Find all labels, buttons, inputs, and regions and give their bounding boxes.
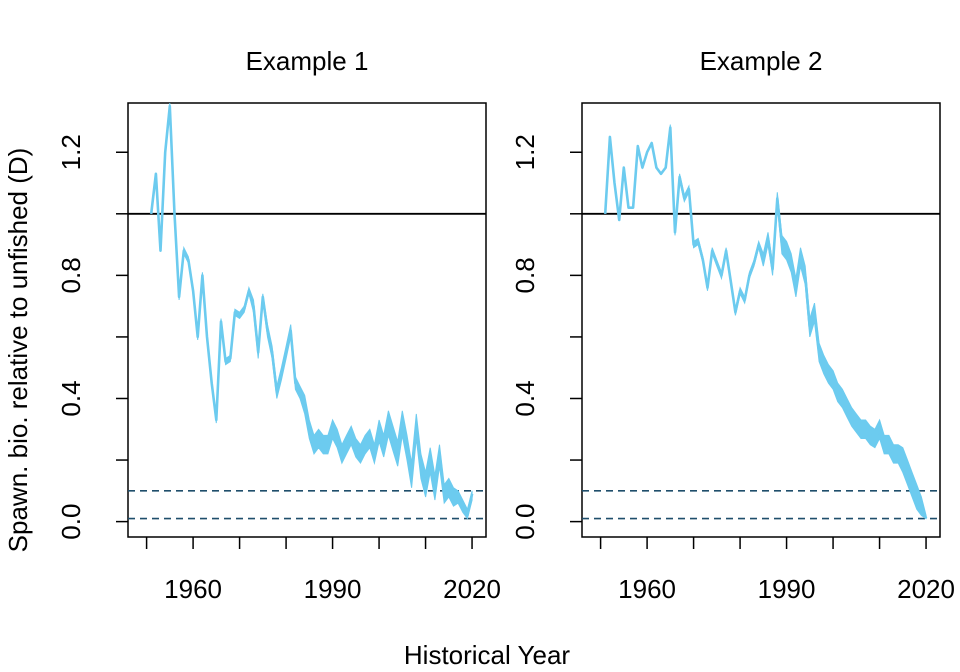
x-tick-label: 1990 bbox=[304, 574, 362, 604]
x-tick-label: 1960 bbox=[618, 574, 676, 604]
y-tick-label: 0.8 bbox=[510, 257, 540, 293]
x-axis-label: Historical Year bbox=[404, 640, 571, 670]
y-tick-label: 0.8 bbox=[56, 257, 86, 293]
x-tick-label: 1960 bbox=[164, 574, 222, 604]
panel-title: Example 2 bbox=[700, 46, 823, 76]
y-tick-label: 0.4 bbox=[56, 380, 86, 416]
series-band bbox=[604, 124, 927, 520]
x-tick-label: 1990 bbox=[758, 574, 816, 604]
plot-frame bbox=[581, 102, 941, 538]
y-axis-label: Spawn. bio. relative to unfished (D) bbox=[3, 148, 33, 553]
y-tick-label: 1.2 bbox=[56, 134, 86, 170]
y-tick-label: 0.4 bbox=[510, 380, 540, 416]
plot-frame bbox=[127, 102, 487, 538]
series-line bbox=[603, 126, 928, 519]
panel-title: Example 1 bbox=[246, 46, 369, 76]
panel-example-1: Example 1 1960 1990 2020 0.0 0.4 0.8 1.2 bbox=[56, 46, 501, 604]
panel-example-2: Example 2 1960 1990 2020 0.0 0.4 0.8 1.2 bbox=[510, 46, 955, 604]
y-tick-label: 0.0 bbox=[56, 504, 86, 540]
series-line bbox=[149, 104, 474, 517]
x-tick-label: 2020 bbox=[443, 574, 501, 604]
y-tick-label: 1.2 bbox=[510, 134, 540, 170]
y-tick-label: 0.0 bbox=[510, 504, 540, 540]
x-tick-label: 2020 bbox=[897, 574, 955, 604]
